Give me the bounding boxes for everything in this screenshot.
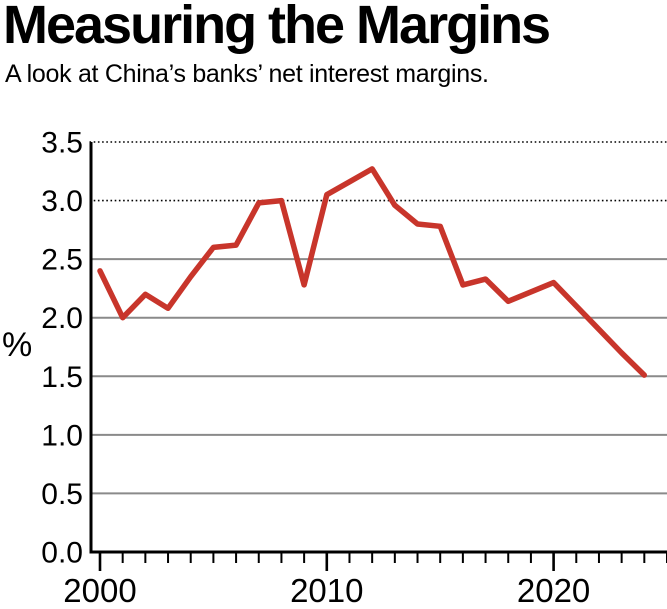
x-tick-label-2000: 2000 xyxy=(63,572,136,609)
y-tick-label-3.0: 3.0 xyxy=(41,185,83,218)
y-tick-label-0.5: 0.5 xyxy=(41,478,83,511)
y-tick-label-0.0: 0.0 xyxy=(41,537,83,570)
y-axis-unit-label: % xyxy=(2,326,32,364)
x-tick-label-2020: 2020 xyxy=(517,572,590,609)
nim-series-line xyxy=(97,166,648,378)
y-tick-label-3.5: 3.5 xyxy=(41,127,83,160)
x-axis-ticks xyxy=(98,553,667,571)
x-tick-label-2010: 2010 xyxy=(290,572,363,609)
chart-title: Measuring the Margins xyxy=(3,0,551,55)
chart-subtitle: A look at China’s banks’ net interest ma… xyxy=(5,60,489,88)
axis-tick-labels: 0.0 0.5 1.0 1.5 2.0 2.5 3.0 3.5 2000 2010 2020 xyxy=(41,127,590,609)
axes xyxy=(89,142,667,554)
y-tick-label-1.5: 1.5 xyxy=(41,361,83,394)
y-tick-label-2.0: 2.0 xyxy=(41,302,83,335)
y-tick-label-2.5: 2.5 xyxy=(41,244,83,277)
gridlines xyxy=(89,141,667,495)
y-tick-label-1.0: 1.0 xyxy=(41,419,83,452)
